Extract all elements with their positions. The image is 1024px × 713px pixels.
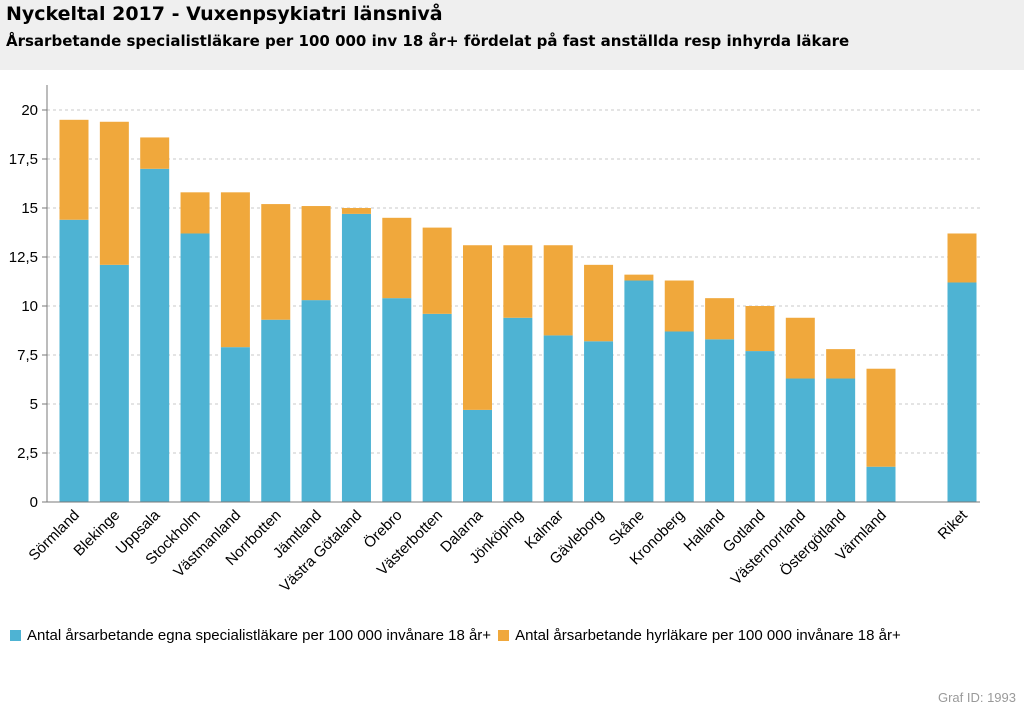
x-tick-label: Riket: [935, 506, 972, 543]
x-axis-labels: SörmlandBlekingeUppsalaStockholmVästmanl…: [25, 506, 971, 595]
bar-own-7: [341, 213, 371, 502]
bar-own-19: [826, 378, 856, 502]
legend-item-hired-doctors: Antal årsarbetande hyrläkare per 100 000…: [498, 627, 901, 644]
bars: [59, 119, 977, 503]
bar-own-11: [503, 317, 533, 502]
y-tick-label: 20: [21, 102, 38, 119]
bar-own-9: [422, 313, 452, 502]
bar-hired-17: [745, 306, 775, 352]
bar-hired-5: [261, 204, 291, 320]
legend-item-own-specialists: Antal årsarbetande egna specialistläkare…: [10, 627, 491, 644]
bar-hired-2: [140, 137, 170, 169]
bar-hired-13: [584, 264, 614, 342]
axes: [46, 85, 980, 503]
bar-hired-18: [785, 317, 815, 379]
bar-own-18: [785, 378, 815, 502]
page-subtitle: Årsarbetande specialistläkare per 100 00…: [6, 32, 850, 50]
y-tick-label: 10: [21, 298, 38, 315]
bar-hired-10: [463, 245, 492, 410]
y-tick-label: 7,5: [17, 347, 38, 364]
bar-hired-21: [947, 233, 977, 283]
bar-own-10: [463, 409, 492, 502]
y-tick-label: 12,5: [9, 249, 38, 266]
graph-id-label: Graf ID: 1993: [937, 690, 1016, 705]
bar-own-2: [140, 168, 170, 503]
legend-swatch-hired: [498, 630, 510, 641]
header-bar: Nyckeltal 2017 - Vuxenpsykiatri länsnivå…: [0, 0, 1024, 70]
bar-own-4: [220, 347, 250, 502]
bar-own-0: [59, 219, 89, 502]
legend: Antal årsarbetande egna specialistläkare…: [10, 627, 908, 644]
y-tick-label: 2,5: [17, 445, 38, 462]
bar-own-6: [301, 300, 331, 502]
bar-own-12: [543, 335, 573, 502]
bar-hired-3: [180, 192, 210, 234]
bar-hired-14: [624, 274, 654, 281]
bar-hired-4: [220, 192, 250, 348]
bar-hired-9: [422, 227, 452, 314]
y-tick-label: 5: [30, 396, 38, 413]
legend-swatch-own: [10, 630, 21, 641]
bar-own-1: [99, 264, 129, 502]
page-title: Nyckeltal 2017 - Vuxenpsykiatri länsnivå: [6, 3, 443, 25]
bar-own-15: [664, 331, 694, 502]
bar-hired-1: [99, 121, 129, 265]
bar-hired-20: [866, 368, 896, 467]
bar-hired-8: [382, 217, 412, 299]
bar-hired-15: [664, 280, 694, 332]
bar-own-20: [866, 466, 896, 502]
bar-own-16: [705, 339, 735, 502]
bar-own-21: [947, 282, 977, 502]
legend-label-own: Antal årsarbetande egna specialistläkare…: [27, 627, 492, 644]
bar-hired-11: [503, 245, 533, 318]
y-tick-label: 17,5: [9, 151, 38, 168]
x-tick-label: Sörmland: [25, 507, 82, 564]
bar-own-3: [180, 233, 210, 503]
bar-hired-12: [543, 245, 573, 336]
bar-hired-0: [59, 119, 89, 220]
bar-own-8: [382, 298, 412, 502]
x-tick-label: Halland: [680, 507, 728, 555]
bar-own-13: [584, 341, 614, 502]
y-tick-label: 0: [30, 494, 38, 511]
y-tick-label: 15: [21, 200, 38, 217]
bar-hired-16: [705, 298, 735, 340]
bar-hired-6: [301, 206, 331, 301]
bar-hired-19: [826, 349, 856, 379]
bar-own-17: [745, 351, 775, 502]
y-axis-ticks: 0 2,5 5 7,5 10 12,5 15 17,5 20: [9, 102, 47, 511]
bar-own-5: [261, 319, 291, 502]
bar-hired-7: [341, 208, 371, 214]
legend-label-hired: Antal årsarbetande hyrläkare per 100 000…: [515, 627, 901, 644]
bar-own-14: [624, 280, 654, 502]
